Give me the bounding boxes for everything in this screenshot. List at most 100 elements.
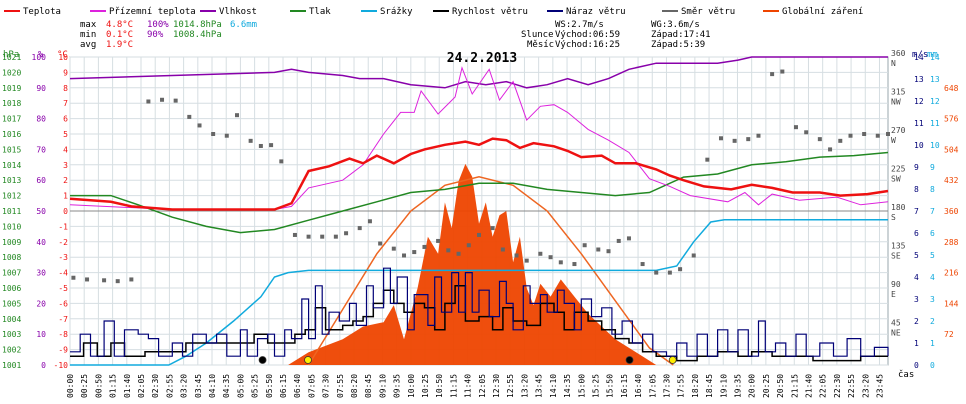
wind-direction-point — [306, 234, 311, 239]
wind-direction-point — [718, 136, 723, 141]
tick-x: 07:05 — [307, 374, 316, 398]
legend-teplota: Teplota — [23, 7, 61, 17]
tick-hpa: 1007 — [2, 269, 21, 278]
wind-direction-point — [548, 255, 553, 260]
tick-mm: 13 — [930, 75, 940, 84]
tick-dir: 225 — [891, 165, 906, 174]
legend-vlhkost: Vlhkost — [219, 7, 257, 17]
tick-mm: 7 — [930, 207, 935, 216]
legend-rychlost-vetru: Rychlost větru — [452, 7, 528, 17]
tick-x: 21:40 — [804, 374, 813, 398]
series-tlak — [70, 151, 889, 234]
tick-wm2: 576 — [944, 115, 959, 124]
tick-dir: 90 — [891, 280, 901, 289]
wind-direction-point — [828, 147, 833, 152]
wind-wg: WG:3.6m/s — [651, 20, 700, 30]
tick-ms: 3 — [914, 295, 919, 304]
wind-direction-point — [654, 270, 659, 275]
wind-direction-point — [572, 262, 577, 267]
tick-x: 02:05 — [137, 374, 146, 398]
tick-degc: -4 — [58, 269, 68, 278]
wind-direction-point — [115, 279, 120, 284]
tick-x: 04:35 — [222, 374, 231, 398]
wind-direction-point — [667, 270, 672, 275]
wind-direction-point — [514, 253, 519, 258]
wind-direction-point — [320, 234, 325, 239]
wind-direction-point — [378, 241, 383, 246]
tick-x: 01:40 — [123, 374, 132, 398]
tick-wm2: 144 — [944, 299, 959, 308]
tick-degc: 0 — [63, 207, 68, 216]
tick-hpa: 1009 — [2, 238, 21, 247]
tick-ms: 0 — [914, 361, 919, 370]
wind-direction-point — [640, 262, 645, 267]
tick-x: 14:10 — [549, 374, 558, 398]
stats-avg-temp: 1.9°C — [106, 40, 133, 50]
wind-direction-point — [626, 236, 631, 241]
stats-block: max 4.8°C 100% 1014.8hPa 6.6mm min 0.1°C… — [80, 20, 257, 50]
tick-ms: 2 — [914, 317, 919, 326]
tick-wm2: 216 — [944, 269, 959, 278]
tick-degc: 8 — [63, 84, 68, 93]
moonset-marker — [258, 356, 267, 364]
series-prizemni-teplota — [69, 66, 889, 210]
tick-ms: 14 — [914, 53, 924, 62]
wind-direction-point — [412, 250, 417, 255]
tick-x: 14:35 — [563, 374, 572, 398]
tick-x: 22:55 — [847, 374, 856, 398]
axis-unit-time: čas — [898, 369, 914, 380]
wind-direction-point — [875, 133, 880, 138]
wind-direction-point — [187, 114, 192, 119]
tick-mm: 12 — [930, 97, 940, 106]
tick-x: 15:00 — [577, 374, 586, 398]
tick-degc: 5 — [63, 130, 68, 139]
tick-x: 22:05 — [819, 374, 828, 398]
tick-x: 06:15 — [279, 374, 288, 398]
tick-dir: S — [891, 213, 896, 222]
wind-direction-point — [862, 132, 867, 136]
wind-direction-point — [538, 251, 543, 256]
stats-max-hum: 100% — [147, 20, 169, 30]
tick-mm: 8 — [930, 185, 935, 194]
tick-degc: 7 — [63, 99, 68, 108]
moon-set: Západ:5:39 — [651, 40, 705, 50]
series-srazky — [70, 219, 888, 366]
tick-ms: 7 — [914, 207, 919, 216]
tick-x: 16:15 — [620, 374, 629, 398]
wind-direction-point — [780, 69, 785, 74]
wind-direction-point — [500, 247, 505, 252]
wind-direction-point — [269, 143, 274, 148]
wind-direction-point — [705, 157, 710, 162]
tick-pct: 40 — [36, 238, 46, 247]
tick-hpa: 1010 — [2, 222, 21, 231]
axis-unit-pct: % — [38, 50, 44, 60]
tick-degc: -8 — [58, 330, 68, 339]
series-teoreticke-zareni — [307, 176, 674, 366]
wind-direction-point — [235, 113, 240, 118]
tick-x: 06:40 — [293, 374, 302, 398]
wind-direction-point — [678, 267, 683, 272]
tick-x: 00:00 — [66, 374, 75, 398]
wind-direction-point — [333, 234, 338, 239]
tick-pct: 10 — [36, 330, 46, 339]
tick-x: 12:55 — [506, 374, 515, 398]
tick-x: 20:00 — [748, 374, 757, 398]
wind-direction-point — [582, 243, 587, 248]
tick-mm: 3 — [930, 295, 935, 304]
tick-x: 05:00 — [236, 374, 245, 398]
wind-direction-point — [197, 123, 202, 128]
sunrise-marker — [304, 356, 312, 364]
tick-degc: -3 — [58, 253, 68, 262]
tick-x: 23:45 — [875, 374, 884, 398]
tick-hpa: 1019 — [2, 84, 21, 93]
sun-set: Západ:17:41 — [651, 30, 711, 40]
tick-hpa: 1016 — [2, 130, 21, 139]
tick-x: 22:30 — [833, 374, 842, 398]
wind-direction-point — [436, 238, 441, 243]
tick-x: 07:55 — [336, 374, 345, 398]
tick-dir: 180 — [891, 203, 906, 212]
tick-degc: -1 — [58, 222, 68, 231]
tick-degc: -5 — [58, 284, 68, 293]
sun-label: Slunce — [521, 30, 554, 40]
tick-hpa: 1020 — [2, 68, 21, 77]
